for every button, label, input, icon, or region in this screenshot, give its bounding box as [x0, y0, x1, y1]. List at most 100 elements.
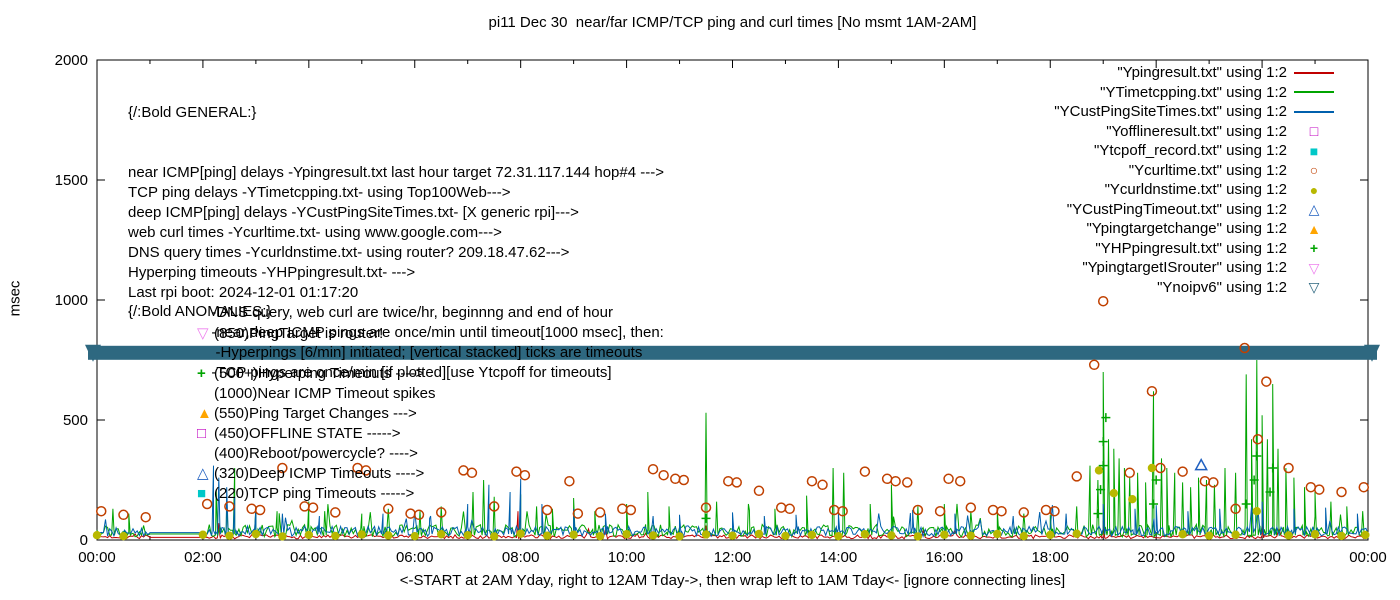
legend-label: "YHPpingresult.txt" using 1:2	[1095, 239, 1287, 257]
series-YCustPingTimeout.txt	[1194, 458, 1208, 471]
circle-open-marker	[572, 508, 584, 519]
y-tick-label: 1000	[55, 292, 88, 309]
general-line: Last rpi boot: 2024-12-01 01:17:20	[128, 284, 359, 301]
circle-open-marker	[1230, 503, 1241, 515]
y-tick-label: 1500	[55, 172, 88, 189]
circle-open-marker	[859, 466, 871, 477]
x-tick-label: 14:00	[820, 549, 858, 566]
circle-open-marker	[488, 501, 500, 512]
circle-filled-marker	[463, 531, 472, 540]
circle-filled-marker	[807, 530, 817, 540]
legend-line-sample	[1291, 110, 1337, 113]
circle-open-marker	[1199, 475, 1211, 487]
legend-item: "Ypingtargetchange" using 1:2 ▲	[1054, 219, 1337, 239]
x-tick-label: 16:00	[926, 549, 964, 566]
circle-filled-marker	[1337, 531, 1346, 541]
x-tick-label: 22:00	[1243, 549, 1281, 566]
circle-open-marker	[118, 509, 129, 521]
circle-filled-marker	[278, 532, 287, 541]
general-line: web curl times -Ycurltime.txt- using www…	[128, 224, 502, 241]
square-filled-icon: ■	[1309, 142, 1319, 159]
circle-open-marker	[775, 502, 787, 513]
legend-label: "Ycurldnstime.txt" using 1:2	[1104, 181, 1287, 199]
x-tick-label: 04:00	[290, 549, 328, 566]
anomaly-item: ▲ (550)Ping Target Changes --->	[197, 403, 417, 423]
circle-filled-marker	[119, 531, 128, 541]
circle-open-marker	[1261, 376, 1272, 387]
legend: "Ypingresult.txt" using 1:2 "YTimetcpping…	[1054, 63, 1337, 297]
legend-label: "Ytcpoff_record.txt" using 1:2	[1094, 142, 1287, 160]
legend-item: "YHPpingresult.txt" using 1:2 +	[1054, 239, 1337, 259]
legend-line-sample	[1291, 71, 1337, 74]
square-open-icon: □	[1309, 123, 1319, 140]
legend-marker-sample: ■	[1291, 144, 1337, 158]
circle-open-marker	[519, 469, 531, 481]
x-tick-label: 12:00	[714, 549, 752, 566]
circle-filled-marker	[860, 530, 870, 539]
circle-open-marker	[1049, 505, 1060, 517]
circle-filled-icon: ●	[1309, 181, 1319, 198]
circle-open-marker	[1071, 471, 1082, 482]
x-tick-label: 06:00	[396, 549, 434, 566]
legend-marker-sample: △	[1291, 202, 1337, 216]
legend-marker-sample: ▲	[1291, 222, 1337, 236]
circle-open-marker	[1177, 466, 1188, 477]
circle-open-marker	[1283, 462, 1294, 474]
general-line: -TCP pings are once/min [if plotted][use…	[128, 364, 612, 381]
circle-open-marker	[413, 509, 425, 521]
circle-open-marker	[246, 503, 257, 515]
circle-open-marker	[700, 502, 712, 513]
anomaly-text: (500+)Hyperping Timeouts ---->	[214, 364, 425, 382]
legend-item: "Yofflineresult.txt" using 1:2 □	[1054, 122, 1337, 142]
circle-filled-marker	[1128, 495, 1137, 504]
series-Ycurltime.txt	[95, 295, 1370, 523]
triangle-up-open-icon: △	[1308, 201, 1320, 218]
anomaly-item: ■ (220)TCP ping Timeouts ----->	[197, 483, 414, 503]
circle-filled-marker	[569, 530, 578, 539]
x-axis-label: <-START at 2AM Yday, right to 12AM Tday-…	[399, 572, 1066, 589]
circle-open-marker	[890, 475, 901, 487]
circle-filled-marker	[966, 531, 976, 540]
circle-filled-marker	[516, 529, 525, 538]
noipv6-band	[88, 345, 1377, 360]
circle-open-marker	[753, 485, 765, 497]
anomaly-item: + (500+)Hyperping Timeouts ---->	[197, 363, 424, 383]
circle-open-marker	[541, 504, 553, 516]
general-heading: {/:Bold GENERAL:}	[128, 104, 257, 121]
x-tick-label: 00:00	[78, 549, 116, 566]
circle-open-marker	[1208, 477, 1219, 488]
legend-item: "YCustPingTimeout.txt" using 1:2 △	[1054, 200, 1337, 220]
circle-filled-marker	[489, 532, 499, 541]
triangle-up-filled-icon: ▲	[1307, 220, 1321, 237]
x-tick-label: 08:00	[502, 549, 540, 566]
circle-filled-marker	[357, 530, 366, 539]
legend-marker-sample: +	[1291, 241, 1337, 255]
circle-open-marker	[1358, 481, 1370, 493]
x-tick-label: 18:00	[1031, 549, 1069, 566]
circle-filled-marker	[1109, 489, 1119, 498]
circle-filled-marker	[728, 531, 737, 540]
circle-open-marker	[881, 473, 893, 485]
circle-open-marker	[201, 498, 213, 510]
legend-item: "Ynoipv6" using 1:2 ▽	[1054, 278, 1337, 298]
circle-open-marker	[817, 479, 828, 491]
circle-open-marker	[678, 474, 690, 486]
triangle-down-icon	[1364, 344, 1380, 362]
circle-filled-marker	[384, 531, 393, 540]
circle-open-marker	[996, 505, 1007, 517]
circle-open-marker	[1314, 484, 1325, 495]
circle-filled-marker	[595, 531, 605, 541]
circle-filled-marker	[1310, 530, 1320, 539]
circle-filled-marker	[913, 532, 923, 541]
anomaly-text: (450)OFFLINE STATE ----->	[214, 424, 401, 442]
line-sample-icon	[1294, 71, 1334, 74]
y-tick-label: 500	[63, 412, 88, 429]
general-lines: near ICMP[ping] delays -Ypingresult.txt …	[128, 163, 664, 383]
anomaly-item: (1000)Near ICMP Timeout spikes	[197, 383, 435, 403]
legend-item: "Ycurldnstime.txt" using 1:2 ●	[1054, 180, 1337, 200]
circle-filled-marker	[887, 531, 896, 540]
y-tick-label: 0	[80, 532, 88, 549]
x-tick-label: 00:00	[1349, 549, 1387, 566]
circle-open-marker	[140, 511, 151, 523]
series-YHPpingresult.txt	[701, 413, 1278, 523]
